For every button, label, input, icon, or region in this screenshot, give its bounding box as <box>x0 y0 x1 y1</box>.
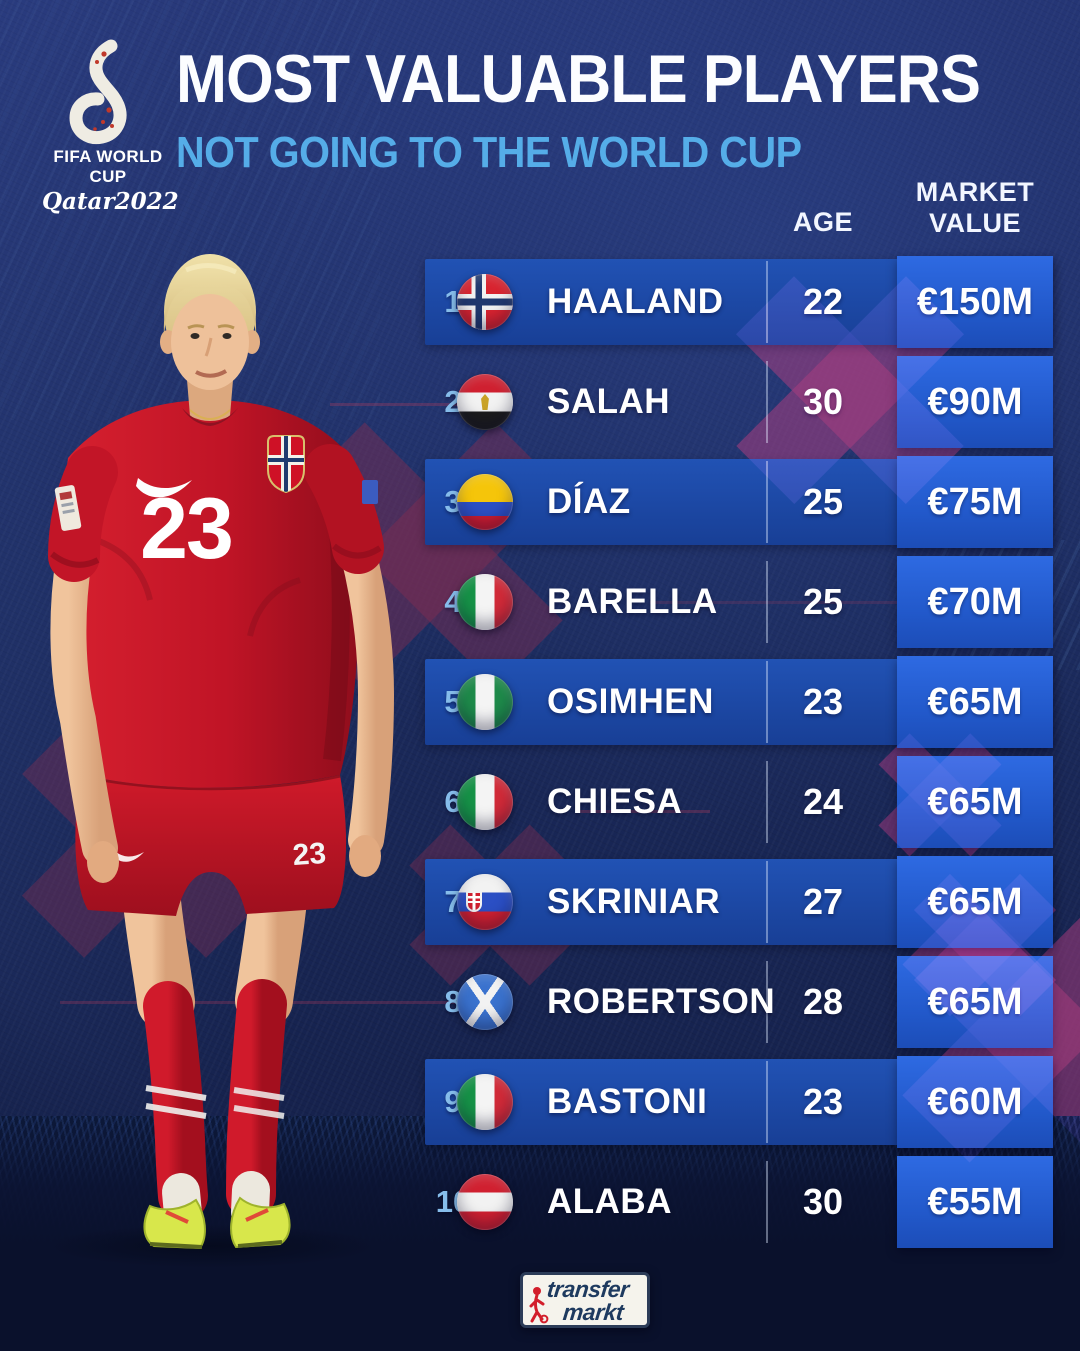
column-header-age: AGE <box>792 207 853 237</box>
flag-gloss <box>457 574 513 630</box>
red-line-decoration <box>330 403 480 406</box>
red-line-decoration <box>650 601 990 604</box>
country-flag-icon <box>457 774 513 830</box>
flag-gloss <box>457 474 513 530</box>
player-name: DÍAZ <box>547 482 631 521</box>
market-value: €70M <box>927 580 1023 623</box>
flag-gloss <box>457 874 513 930</box>
player-age: 28 <box>802 981 844 1022</box>
flag-gloss <box>457 674 513 730</box>
player-name: CHIESA <box>547 782 683 821</box>
brand-text-transfer: transfer <box>545 1276 631 1302</box>
player-name: HAALAND <box>547 282 724 321</box>
player-age: 23 <box>802 681 844 722</box>
country-flag-icon <box>457 374 513 430</box>
fifa-world-cup-logo: FIFA WORLD CUP Qatar2022 <box>42 34 179 215</box>
player-name: SALAH <box>547 382 671 421</box>
player-name: SKRINIAR <box>547 882 721 921</box>
svg-text:23: 23 <box>140 481 232 577</box>
flag-gloss <box>457 1174 513 1230</box>
country-flag-icon <box>457 574 513 630</box>
fifa-logo-year: Qatar2022 <box>42 188 179 215</box>
market-value: €55M <box>927 1180 1023 1223</box>
flag-gloss <box>457 1074 513 1130</box>
country-flag-icon <box>457 274 513 330</box>
country-flag-icon <box>457 1074 513 1130</box>
player-name: ALABA <box>547 1182 672 1221</box>
fifa-emblem-icon <box>69 39 127 145</box>
market-value-cell: €55M <box>897 1156 1053 1248</box>
footballer-icon <box>529 1287 549 1324</box>
country-flag-icon <box>457 1174 513 1230</box>
column-divider <box>766 1161 768 1243</box>
column-divider <box>766 761 768 843</box>
country-flag-icon <box>457 974 513 1030</box>
market-value-cell: €70M <box>897 556 1053 648</box>
player-name: ROBERTSON <box>547 982 776 1021</box>
player-age: 24 <box>802 781 844 822</box>
player-photo-haaland: 23 <box>47 254 395 1268</box>
page-subtitle: NOT GOING TO THE WORLD CUP <box>176 128 802 177</box>
player-age: 23 <box>802 1081 844 1122</box>
table-row: €65M 5 OSIMHEN 23 <box>425 652 1053 752</box>
player-name: OSIMHEN <box>547 682 714 721</box>
player-age: 25 <box>802 581 844 622</box>
market-value: €65M <box>927 680 1023 723</box>
country-flag-icon <box>457 474 513 530</box>
column-header-market: MARKET <box>915 177 1035 207</box>
svg-text:23: 23 <box>292 837 328 872</box>
brand-text-markt: markt <box>561 1299 625 1325</box>
table-row: €150M 1 HAALAND 22 <box>425 252 1053 352</box>
column-header-value: VALUE <box>928 208 1021 239</box>
flag-gloss <box>457 974 513 1030</box>
player-age: 27 <box>802 881 844 922</box>
flag-gloss <box>457 374 513 430</box>
column-divider <box>766 1061 768 1143</box>
player-age: 30 <box>802 1181 844 1222</box>
table-row: €75M 3 DÍAZ 25 <box>425 452 1053 552</box>
column-header-market-value: MARKET VALUE <box>897 177 1053 239</box>
column-divider <box>766 861 768 943</box>
column-divider <box>766 361 768 443</box>
flag-gloss <box>457 774 513 830</box>
market-value: €90M <box>927 380 1023 423</box>
transfermarkt-logo: transfer markt <box>520 1272 650 1328</box>
market-value-cell: €65M <box>897 656 1053 748</box>
player-name: BASTONI <box>547 1082 708 1121</box>
country-flag-icon <box>457 674 513 730</box>
market-value: €75M <box>927 480 1023 523</box>
column-divider <box>766 561 768 643</box>
player-name: BARELLA <box>547 582 718 621</box>
column-divider <box>766 661 768 743</box>
column-divider <box>766 961 768 1043</box>
table-row: €70M 4 BARELLA 25 <box>425 552 1053 652</box>
red-line-decoration <box>580 810 710 813</box>
page-title: MOST VALUABLE PLAYERS <box>176 41 981 117</box>
fifa-logo-text: FIFA WORLD CUP <box>53 147 163 186</box>
table-row: €90M 2 SALAH 30 <box>425 352 1053 452</box>
flag-gloss <box>457 274 513 330</box>
country-flag-icon <box>457 874 513 930</box>
column-divider <box>766 461 768 543</box>
table-row: €55M 10 ALABA 30 <box>425 1152 1053 1252</box>
